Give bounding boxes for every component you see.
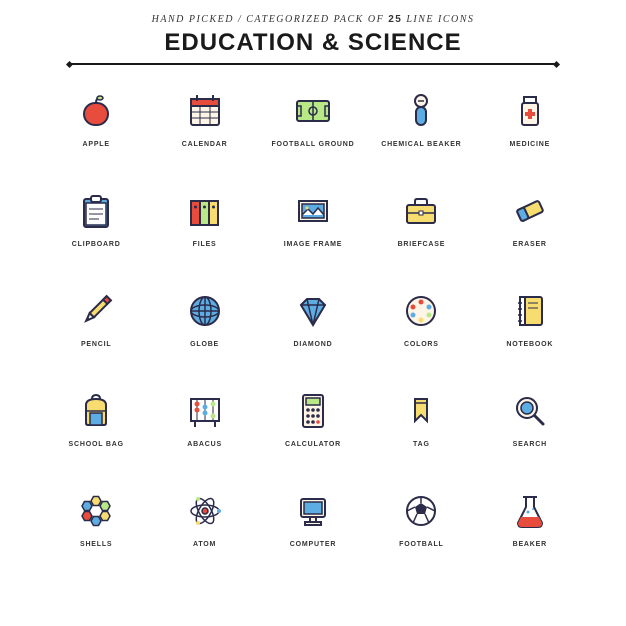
chemical-beaker-icon xyxy=(397,87,445,135)
football-ground-icon xyxy=(289,87,337,135)
calculator-icon xyxy=(289,387,337,435)
icon-cell: Pencil xyxy=(42,287,150,387)
abacus-icon xyxy=(181,387,229,435)
icon-cell: Notebook xyxy=(476,287,584,387)
briefcase-icon xyxy=(397,187,445,235)
icon-label: Search xyxy=(513,441,547,448)
colors-icon xyxy=(397,287,445,335)
icon-cell: Diamond xyxy=(259,287,367,387)
icon-cell: Shells xyxy=(42,487,150,587)
icon-label: Atom xyxy=(193,541,216,548)
icon-cell: Eraser xyxy=(476,187,584,287)
files-icon xyxy=(181,187,229,235)
beaker-icon xyxy=(506,487,554,535)
tagline-part3: Line Icons xyxy=(406,14,474,25)
icon-label: Clipboard xyxy=(72,241,121,248)
icon-cell: Calculator xyxy=(259,387,367,487)
tagline-part2: Categorized Pack of xyxy=(246,14,384,25)
image-frame-icon xyxy=(289,187,337,235)
icon-label: Chemical Beaker xyxy=(381,141,461,148)
pencil-icon xyxy=(72,287,120,335)
icon-label: Eraser xyxy=(513,241,547,248)
icon-label: School Bag xyxy=(69,441,124,448)
icon-cell: Computer xyxy=(259,487,367,587)
icon-label: Calculator xyxy=(285,441,341,448)
page-title: Education & Science xyxy=(0,29,626,57)
icon-cell: Tag xyxy=(367,387,475,487)
icon-cell: Football xyxy=(367,487,475,587)
icon-label: Image Frame xyxy=(284,241,343,248)
header: Hand Picked / Categorized Pack of 25 Lin… xyxy=(0,0,626,73)
icon-label: Computer xyxy=(290,541,336,548)
icon-cell: Briefcase xyxy=(367,187,475,287)
eraser-icon xyxy=(506,187,554,235)
icon-label: Files xyxy=(193,241,217,248)
tagline: Hand Picked / Categorized Pack of 25 Lin… xyxy=(0,14,626,25)
tag-icon xyxy=(397,387,445,435)
atom-icon xyxy=(181,487,229,535)
football-icon xyxy=(397,487,445,535)
tagline-count: 25 xyxy=(388,14,402,25)
icon-label: Football xyxy=(399,541,444,548)
icon-cell: Chemical Beaker xyxy=(367,87,475,187)
icon-cell: Football Ground xyxy=(259,87,367,187)
icon-label: Medicine xyxy=(509,141,550,148)
clipboard-icon xyxy=(72,187,120,235)
icon-label: Football Ground xyxy=(271,141,354,148)
medicine-icon xyxy=(506,87,554,135)
calendar-icon xyxy=(181,87,229,135)
icon-label: Notebook xyxy=(506,341,553,348)
icon-cell: School Bag xyxy=(42,387,150,487)
icon-label: Diamond xyxy=(293,341,332,348)
notebook-icon xyxy=(506,287,554,335)
icon-cell: Colors xyxy=(367,287,475,387)
icon-cell: Clipboard xyxy=(42,187,150,287)
school-bag-icon xyxy=(72,387,120,435)
icon-label: Globe xyxy=(190,341,219,348)
icon-cell: Calendar xyxy=(150,87,258,187)
icon-cell: Abacus xyxy=(150,387,258,487)
search-icon xyxy=(506,387,554,435)
icon-cell: Atom xyxy=(150,487,258,587)
divider xyxy=(70,63,556,65)
icon-label: Beaker xyxy=(513,541,547,548)
icon-grid: Apple Calendar Football Ground Chemical Bea… xyxy=(0,73,626,601)
icon-label: Apple xyxy=(83,141,110,148)
icon-label: Shells xyxy=(80,541,112,548)
icon-label: Tag xyxy=(413,441,430,448)
apple-icon xyxy=(72,87,120,135)
icon-cell: Globe xyxy=(150,287,258,387)
icon-cell: Apple xyxy=(42,87,150,187)
computer-icon xyxy=(289,487,337,535)
icon-label: Abacus xyxy=(187,441,222,448)
icon-label: Briefcase xyxy=(398,241,446,248)
icon-cell: Image Frame xyxy=(259,187,367,287)
icon-cell: Beaker xyxy=(476,487,584,587)
globe-icon xyxy=(181,287,229,335)
tagline-part1: Hand Picked xyxy=(152,14,234,25)
icon-cell: Search xyxy=(476,387,584,487)
icon-label: Calendar xyxy=(182,141,228,148)
icon-cell: Files xyxy=(150,187,258,287)
shells-icon xyxy=(72,487,120,535)
diamond-icon xyxy=(289,287,337,335)
icon-label: Colors xyxy=(404,341,439,348)
icon-cell: Medicine xyxy=(476,87,584,187)
icon-label: Pencil xyxy=(81,341,111,348)
